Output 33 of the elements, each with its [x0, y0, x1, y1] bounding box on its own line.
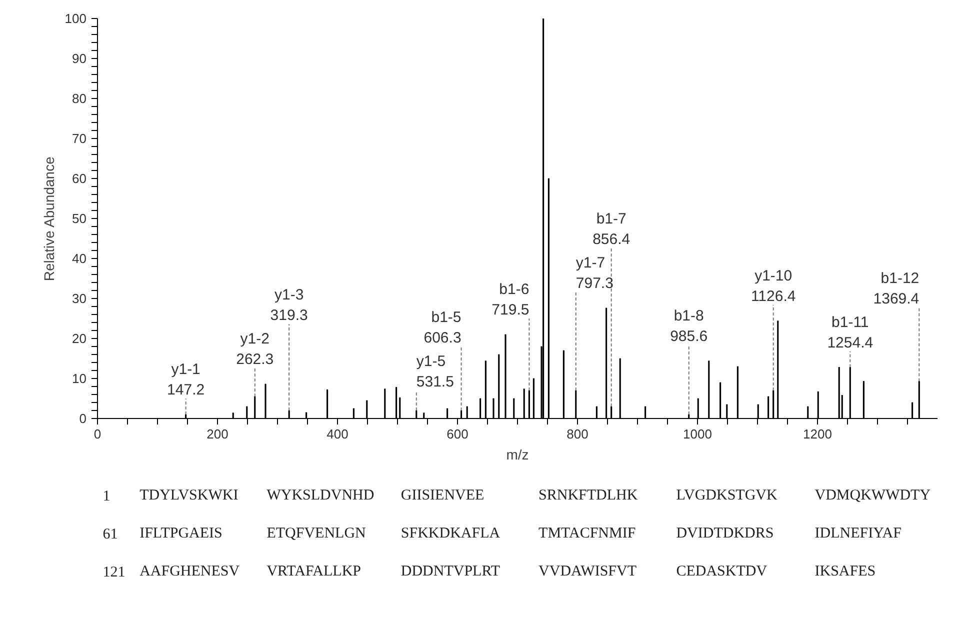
y-tick-label: 40: [72, 251, 87, 266]
y-tick-label: 70: [72, 131, 87, 146]
y-axis-title: Relative Abundance: [40, 156, 57, 282]
text: 61 IFLTPGAEIS ETQFVENLGN SFKKDKAFLA TMTACFNMIF DVIDTDKDRS IDLNEFIYAF: [102, 526, 902, 542]
y-tick-label: 60: [72, 171, 87, 186]
x-tick-label: 600: [446, 426, 468, 442]
x-tick-label: 800: [566, 426, 588, 442]
y-tick-label: 50: [72, 211, 87, 226]
x-axis-title: m/z: [506, 446, 529, 462]
annotation: y1-3 319.3: [270, 286, 308, 324]
x-tick-label: 1200: [803, 426, 832, 442]
y-tick-label: 0: [79, 411, 87, 426]
y-tick-label: 90: [72, 51, 87, 66]
text: 1 TDYLVSKWKI WYKSLDVNHD GIISIENVEE SRNKFTDLHK LVGDKSTGVK VDMQKWWDTY: [102, 488, 931, 504]
annotation: b1-12 1369.4: [873, 270, 920, 308]
annotation: y1-1 147.2: [167, 361, 205, 398]
y-tick-label: 30: [72, 291, 87, 306]
x-tick-label: 200: [206, 426, 228, 442]
annotation: y1-7 797.3: [576, 254, 614, 292]
annotation: b1-6 719.5: [492, 281, 530, 318]
x-tick-label: 0: [94, 426, 102, 442]
x-tick-label: 400: [326, 426, 348, 442]
text: 121 AAFGHENESV VRTAFALLKP DDDNTVPLRT VVDAWISFVT CEDASKTDV IKSAFES: [102, 564, 876, 580]
x-tick-label: 1000: [683, 426, 712, 442]
annotation: y1-5 531.5: [416, 353, 454, 390]
y-tick-label: 80: [72, 91, 87, 106]
annotation: b1-11 1254.4: [827, 314, 874, 352]
y-tick-label: 20: [72, 331, 87, 346]
annotation: y1-2 262.3: [236, 330, 274, 368]
annotation: y1-10 1126.4: [750, 268, 796, 305]
y-tick-label: 100: [64, 11, 87, 26]
y-tick-label: 10: [72, 371, 87, 386]
annotation: b1-8 985.6: [670, 308, 708, 345]
